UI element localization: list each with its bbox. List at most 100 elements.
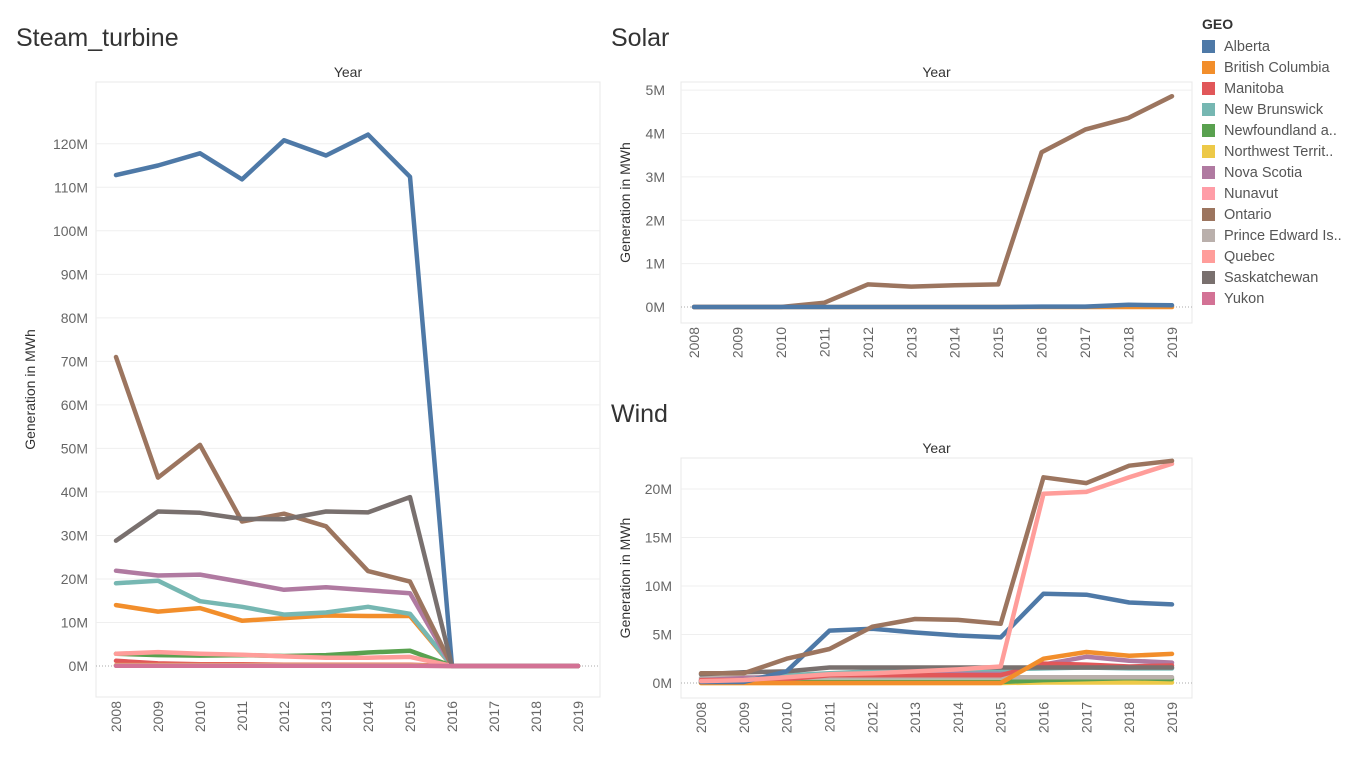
legend-swatch xyxy=(1202,208,1215,221)
x-tick-label: 2016 xyxy=(1036,702,1052,733)
y-tick-label: 0M xyxy=(653,675,672,691)
legend-label: Alberta xyxy=(1224,39,1270,55)
x-tick-label: 2013 xyxy=(318,701,334,732)
y-tick-label: 40M xyxy=(61,484,88,500)
legend-item[interactable]: Newfoundland a.. xyxy=(1202,120,1362,141)
y-tick-label: 80M xyxy=(61,310,88,326)
legend-label: British Columbia xyxy=(1224,60,1330,76)
y-tick-label: 70M xyxy=(61,353,88,369)
x-tick-label: 2009 xyxy=(150,701,166,732)
legend-item[interactable]: British Columbia xyxy=(1202,57,1362,78)
legend-label: Northwest Territ.. xyxy=(1224,144,1333,160)
legend-label: Manitoba xyxy=(1224,81,1284,97)
chart-0: 0M10M20M30M40M50M60M70M80M90M100M110M120… xyxy=(16,24,600,732)
legend-label: Saskatchewan xyxy=(1224,270,1318,286)
chart-title: Solar xyxy=(611,24,669,52)
y-tick-label: 20M xyxy=(61,571,88,587)
y-tick-label: 4M xyxy=(646,126,665,142)
x-tick-label: 2011 xyxy=(821,702,837,732)
y-tick-label: 1M xyxy=(646,256,665,272)
x-tick-label: 2012 xyxy=(864,702,880,733)
legend-item[interactable]: Northwest Territ.. xyxy=(1202,141,1362,162)
legend-item[interactable]: Yukon xyxy=(1202,288,1362,309)
y-tick-label: 0M xyxy=(646,299,665,315)
x-tick-label: 2009 xyxy=(736,702,752,733)
legend-swatch xyxy=(1202,40,1215,53)
legend-swatch xyxy=(1202,82,1215,95)
legend-label: Prince Edward Is.. xyxy=(1224,228,1342,244)
x-tick-label: 2014 xyxy=(947,327,963,358)
y-tick-label: 50M xyxy=(61,440,88,456)
x-tick-label: 2008 xyxy=(693,702,709,733)
legend-item[interactable]: Saskatchewan xyxy=(1202,267,1362,288)
y-tick-label: 120M xyxy=(53,136,88,152)
x-tick-label: 2019 xyxy=(570,701,586,732)
plot-panel xyxy=(96,82,600,697)
x-tick-label: 2017 xyxy=(1078,702,1094,733)
x-tick-label: 2015 xyxy=(993,702,1009,733)
legend-swatch xyxy=(1202,271,1215,284)
x-tick-label: 2013 xyxy=(907,702,923,733)
y-tick-label: 90M xyxy=(61,266,88,282)
x-tick-label: 2010 xyxy=(773,327,789,358)
legend-label: Newfoundland a.. xyxy=(1224,123,1337,139)
plot-panel xyxy=(681,458,1192,698)
x-tick-label: 2008 xyxy=(108,701,124,732)
legend-item[interactable]: Manitoba xyxy=(1202,78,1362,99)
x-axis-label: Year xyxy=(922,440,951,456)
x-tick-label: 2018 xyxy=(528,701,544,732)
x-tick-label: 2017 xyxy=(486,701,502,732)
x-tick-label: 2016 xyxy=(1034,327,1050,358)
legend-swatch xyxy=(1202,103,1215,116)
chart-title: Wind xyxy=(611,400,668,428)
x-tick-label: 2009 xyxy=(729,327,745,358)
legend-swatch xyxy=(1202,145,1215,158)
x-tick-label: 2015 xyxy=(990,327,1006,358)
legend-item[interactable]: Prince Edward Is.. xyxy=(1202,225,1362,246)
x-tick-label: 2019 xyxy=(1164,702,1180,733)
y-tick-label: 3M xyxy=(646,169,665,185)
legend-label: Nunavut xyxy=(1224,186,1278,202)
x-tick-label: 2015 xyxy=(402,701,418,732)
legend-item[interactable]: Alberta xyxy=(1202,36,1362,57)
y-tick-label: 10M xyxy=(61,614,88,630)
x-tick-label: 2014 xyxy=(360,701,376,732)
legend-item[interactable]: New Brunswick xyxy=(1202,99,1362,120)
legend-swatch xyxy=(1202,187,1215,200)
x-tick-label: 2018 xyxy=(1121,702,1137,733)
series-line xyxy=(694,305,1172,307)
legend-item[interactable]: Nunavut xyxy=(1202,183,1362,204)
y-axis-label: Generation in MWh xyxy=(22,329,38,450)
legend-label: Quebec xyxy=(1224,249,1275,265)
x-tick-label: 2011 xyxy=(816,327,832,357)
legend-swatch xyxy=(1202,166,1215,179)
y-axis-label: Generation in MWh xyxy=(617,142,633,263)
x-tick-label: 2012 xyxy=(860,327,876,358)
chart-title: Steam_turbine xyxy=(16,24,179,52)
legend-item[interactable]: Nova Scotia xyxy=(1202,162,1362,183)
y-tick-label: 5M xyxy=(653,626,672,642)
x-axis-label: Year xyxy=(334,64,363,80)
x-tick-label: 2012 xyxy=(276,701,292,732)
y-tick-label: 10M xyxy=(645,578,672,594)
x-axis-label: Year xyxy=(922,64,951,80)
y-tick-label: 0M xyxy=(69,658,88,674)
y-tick-label: 20M xyxy=(645,481,672,497)
legend-swatch xyxy=(1202,124,1215,137)
legend-item[interactable]: Quebec xyxy=(1202,246,1362,267)
legend-swatch xyxy=(1202,229,1215,242)
x-tick-label: 2016 xyxy=(444,701,460,732)
legend-label: Yukon xyxy=(1224,291,1264,307)
y-tick-label: 5M xyxy=(646,82,665,98)
x-tick-label: 2010 xyxy=(192,701,208,732)
x-tick-label: 2017 xyxy=(1077,327,1093,358)
y-tick-label: 110M xyxy=(54,179,88,195)
legend[interactable]: GEO Alberta British Columbia Manitoba Ne… xyxy=(1202,16,1362,309)
x-tick-label: 2010 xyxy=(779,702,795,733)
legend-item[interactable]: Ontario xyxy=(1202,204,1362,225)
x-tick-label: 2008 xyxy=(686,327,702,358)
legend-swatch xyxy=(1202,250,1215,263)
